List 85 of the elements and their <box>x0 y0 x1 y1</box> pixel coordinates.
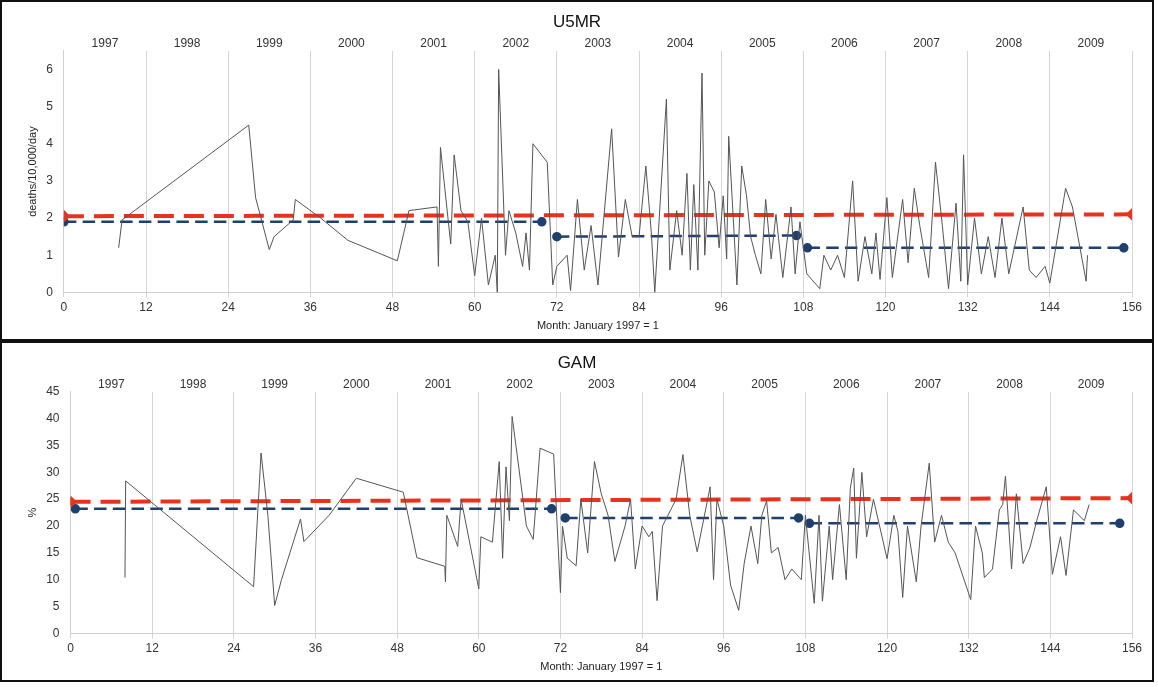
x2-tick-label: 2004 <box>669 376 697 391</box>
x2-tick-label: 2007 <box>914 376 942 391</box>
x2-tick-label: 2006 <box>832 376 860 391</box>
x2-tick-label: 1998 <box>179 376 207 391</box>
x-tick-label: 0 <box>67 640 75 655</box>
x2-tick-label: 2008 <box>995 35 1023 50</box>
y-tick-label: 5 <box>46 98 54 113</box>
y-tick-label: 4 <box>46 136 54 151</box>
chart-title: U5MR <box>552 11 602 31</box>
point <box>552 231 562 242</box>
x-tick-label: 48 <box>385 299 400 314</box>
x2-tick-label: 1997 <box>98 376 126 391</box>
x2-tick-label: 2007 <box>913 35 941 50</box>
x2-tick-label: 2009 <box>1077 35 1105 50</box>
x-tick-label: 72 <box>550 299 564 314</box>
x-axis-title: Month: January 1997 = 1 <box>540 660 663 673</box>
point <box>1115 518 1125 529</box>
x2-tick-label: 2002 <box>506 376 534 391</box>
y-axis-title: % <box>25 507 38 518</box>
x-tick-label: 60 <box>468 299 482 314</box>
point <box>537 217 547 227</box>
x-tick-label: 60 <box>472 640 486 655</box>
x2-tick-label: 2003 <box>587 376 615 391</box>
y-tick-label: 25 <box>46 491 60 506</box>
x2-tick-label: 2009 <box>1077 376 1105 391</box>
y-tick-label: 5 <box>52 598 60 613</box>
y-tick-label: 0 <box>46 284 54 299</box>
x2-tick-label: 2001 <box>424 376 452 391</box>
x-tick-label: 120 <box>875 299 896 314</box>
point <box>793 513 804 523</box>
x2-tick-label: 1999 <box>255 35 283 50</box>
x2-tick-label: 1999 <box>261 376 289 391</box>
x2-tick-label: 1998 <box>173 35 201 50</box>
x-tick-label: 84 <box>632 299 647 314</box>
x2-tick-label: 2006 <box>831 35 859 50</box>
y-tick-label: 1 <box>46 247 54 262</box>
x-tick-label: 96 <box>714 299 729 314</box>
y-tick-label: 20 <box>46 518 60 533</box>
y-tick-label: 2 <box>46 210 54 225</box>
chart-title: GAM <box>557 352 597 372</box>
x2-tick-label: 2000 <box>338 35 366 50</box>
x-tick-label: 132 <box>957 299 978 314</box>
x-tick-label: 144 <box>1040 640 1061 655</box>
y-tick-label: 0 <box>52 625 60 640</box>
point <box>560 513 570 523</box>
x-tick-label: 36 <box>308 640 323 655</box>
y-tick-label: 30 <box>46 464 60 479</box>
y-tick-label: 3 <box>46 173 54 188</box>
x-tick-label: 108 <box>795 640 816 655</box>
y-tick-label: 6 <box>46 61 54 76</box>
x-tick-label: 24 <box>227 640 241 655</box>
x2-tick-label: 2008 <box>996 376 1024 391</box>
x-tick-label: 120 <box>877 640 898 655</box>
y-tick-label: 15 <box>46 545 60 560</box>
point <box>1119 243 1129 253</box>
x-tick-label: 72 <box>553 640 568 655</box>
x2-tick-label: 2000 <box>342 376 370 391</box>
x-tick-label: 24 <box>221 299 236 314</box>
x-tick-label: 12 <box>139 299 154 314</box>
x-tick-label: 132 <box>958 640 980 655</box>
y-tick-label: 10 <box>46 572 60 587</box>
x-tick-label: 84 <box>635 640 650 655</box>
y-tick-label: 40 <box>46 410 60 425</box>
x2-tick-label: 2002 <box>502 35 530 50</box>
point <box>546 504 557 514</box>
x2-tick-label: 1997 <box>91 35 119 50</box>
x-tick-label: 96 <box>717 640 731 655</box>
point <box>802 243 813 253</box>
point <box>70 504 81 514</box>
x2-tick-label: 2003 <box>584 35 612 50</box>
y-axis-title: deaths/10,000/day <box>25 125 38 217</box>
x-tick-label: 36 <box>303 299 318 314</box>
y-tick-label: 35 <box>46 437 60 452</box>
x2-tick-label: 2005 <box>751 376 779 391</box>
x-tick-label: 12 <box>145 640 160 655</box>
x2-tick-label: 2004 <box>666 35 694 50</box>
x-axis-title: Month: January 1997 = 1 <box>536 319 659 332</box>
y-tick-label: 45 <box>46 384 60 399</box>
x-tick-label: 48 <box>390 640 405 655</box>
x-tick-label: 108 <box>793 299 814 314</box>
x-tick-label: 156 <box>1121 299 1143 314</box>
x2-tick-label: 2001 <box>420 35 448 50</box>
x-tick-label: 144 <box>1039 299 1061 314</box>
x2-tick-label: 2005 <box>748 35 776 50</box>
x-tick-label: 156 <box>1121 640 1143 655</box>
